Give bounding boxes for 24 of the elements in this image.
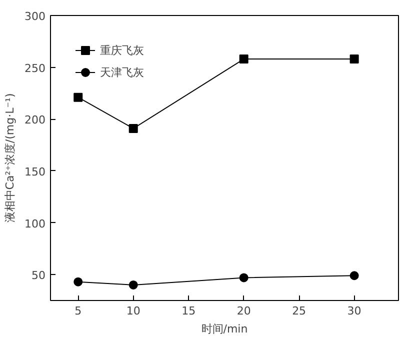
y-tick-label: 100 xyxy=(24,217,46,230)
point xyxy=(239,54,248,64)
x-tick-label: 30 xyxy=(347,304,362,318)
x-tick-label: 5 xyxy=(74,304,82,318)
point xyxy=(74,92,83,102)
y-tick-label: 300 xyxy=(24,10,46,23)
legend-label: 重庆飞灰 xyxy=(100,42,144,58)
point xyxy=(350,54,359,64)
x-tick-label: 15 xyxy=(182,304,196,318)
point xyxy=(74,277,83,286)
point xyxy=(350,271,359,280)
x-tick-label: 25 xyxy=(292,304,306,318)
y-tick-label: 250 xyxy=(24,62,46,75)
x-tick-label: 20 xyxy=(236,304,251,318)
y-tick-label: 150 xyxy=(24,165,46,178)
y-tick-label: 50 xyxy=(32,269,46,282)
point xyxy=(128,124,138,133)
x-tick-label: 10 xyxy=(126,304,140,318)
point xyxy=(239,273,248,282)
x-axis-title: 时间/min xyxy=(201,322,248,336)
y-axis-title: 液相中Ca²⁺浓度/(mg·L⁻¹) xyxy=(4,93,17,223)
legend-label: 天津飞灰 xyxy=(100,64,144,80)
point xyxy=(128,280,138,290)
y-tick-label: 200 xyxy=(24,114,46,127)
